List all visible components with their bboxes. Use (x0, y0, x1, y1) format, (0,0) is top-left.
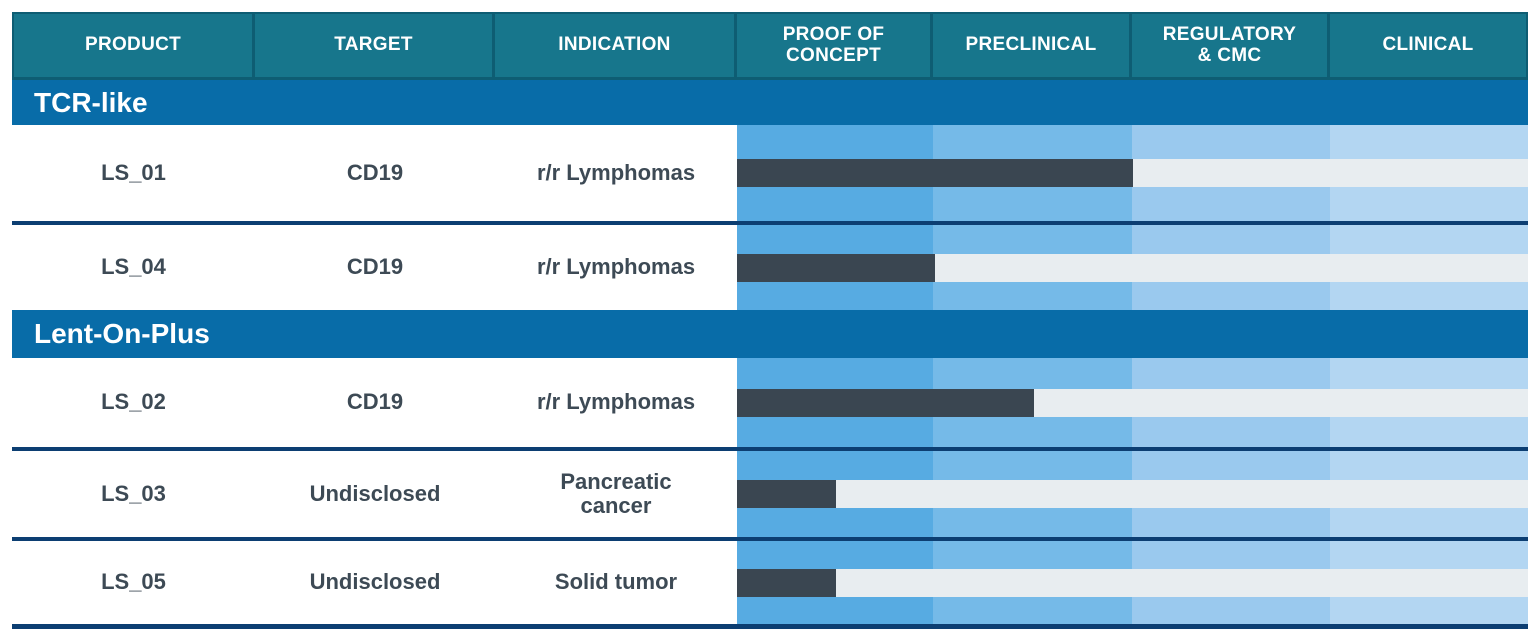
product-target: Undisclosed (309, 569, 441, 595)
stage-area (737, 225, 1528, 310)
stage-area (737, 541, 1528, 624)
product-name: LS_04 (101, 254, 166, 280)
stage-area (737, 451, 1528, 537)
progress-bar (737, 388, 1034, 417)
product-name: LS_01 (101, 159, 166, 185)
column-header-product: PRODUCT (14, 14, 255, 77)
progress-bar (737, 253, 935, 282)
column-header-regulatory-cmc: REGULATORY & CMC (1132, 14, 1330, 77)
row-divider (12, 447, 1528, 451)
product-row-ls03: LS_03 Undisclosed Pancreatic cancer (12, 451, 1528, 537)
column-header-proof-of-concept: PROOF OF CONCEPT (737, 14, 933, 77)
column-header-indication: INDICATION (495, 14, 737, 77)
column-header-preclinical: PRECLINICAL (933, 14, 1132, 77)
section-header-tcr-like: TCR-like (12, 80, 1528, 125)
row-divider (12, 221, 1528, 225)
stage-area (737, 358, 1528, 447)
product-target: CD19 (346, 389, 404, 415)
product-target: Undisclosed (309, 480, 441, 506)
progress-bar (737, 568, 836, 597)
product-row-ls02: LS_02 CD19 r/r Lymphomas (12, 358, 1528, 447)
product-target: CD19 (346, 159, 404, 185)
product-row-ls01: LS_01 CD19 r/r Lymphomas (12, 125, 1528, 221)
progress-track (737, 568, 1528, 597)
product-indication: r/r Lymphomas (536, 159, 696, 185)
stage-area (737, 125, 1528, 221)
product-indication: r/r Lymphomas (536, 389, 696, 415)
section-header-lent-on-plus: Lent-On-Plus (12, 310, 1528, 358)
table-header-row: PRODUCT TARGET INDICATION PROOF OF CONCE… (12, 12, 1528, 80)
column-header-target: TARGET (255, 14, 495, 77)
progress-bar (737, 159, 1133, 187)
pipeline-table: PRODUCT TARGET INDICATION PROOF OF CONCE… (12, 12, 1528, 629)
product-indication: Pancreatic cancer (560, 468, 672, 518)
product-target: CD19 (346, 254, 404, 280)
column-header-clinical: CLINICAL (1382, 34, 1474, 56)
product-name: LS_02 (101, 389, 166, 415)
product-indication: r/r Lymphomas (536, 254, 696, 280)
row-divider (12, 537, 1528, 541)
product-indication: Solid tumor (554, 569, 678, 595)
progress-bar (737, 480, 836, 508)
product-name: LS_03 (101, 480, 166, 506)
product-row-ls05: LS_05 Undisclosed Solid tumor (12, 541, 1528, 624)
product-row-ls04: LS_04 CD19 r/r Lymphomas (12, 225, 1528, 310)
table-bottom-border (12, 624, 1528, 629)
progress-track (737, 480, 1528, 508)
product-name: LS_05 (101, 569, 166, 595)
